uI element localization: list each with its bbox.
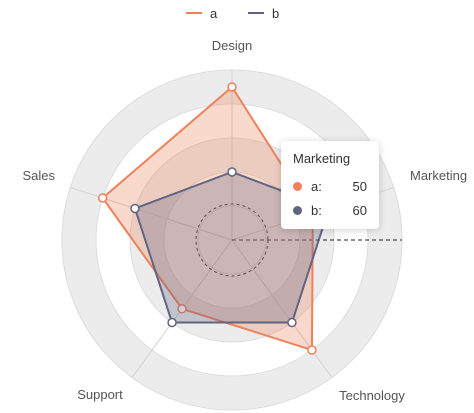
series-a-point-technology [307,345,317,355]
tooltip: Marketing a: 50 b: 60 [281,141,379,229]
series-b-point-technology [287,317,297,328]
tooltip-series-a-value: 50 [352,178,367,194]
axis-label-technology: Technology [339,388,405,403]
axis-label-design: Design [212,38,252,53]
axis-label-support: Support [77,387,123,402]
axis-line-technology [231,239,333,378]
tooltip-series-b-value: 60 [352,202,367,218]
legend-label-a: a [210,6,218,21]
series-a-point-design [227,82,237,92]
axis-labels: Design Marketing Technology Support Sales [22,38,467,403]
series-b-dot [293,205,302,215]
series-a-dot [293,181,302,191]
series-b-point-sales [130,203,140,214]
tooltip-row-a: a: 50 [293,174,367,198]
tooltip-title: Marketing [293,151,351,166]
radar-series [97,82,334,355]
legend-item-b[interactable]: b [248,6,279,21]
legend-item-a[interactable]: a [186,6,218,21]
axis-line-sales [70,186,233,241]
axis-label-sales: Sales [22,168,55,183]
legend-label-b: b [272,6,279,21]
series-a-point-support [177,304,187,314]
tooltip-row-b: b: 60 [293,198,367,222]
tooltip-series-b-name: b: [311,202,322,218]
series-a-point-sales [97,193,108,203]
axis-label-marketing: Marketing [410,168,467,183]
series-b-point-design [227,167,237,177]
axis-pointer [195,203,402,277]
tooltip-series-a-name: a: [311,178,322,194]
series-b-point-support [167,317,177,328]
